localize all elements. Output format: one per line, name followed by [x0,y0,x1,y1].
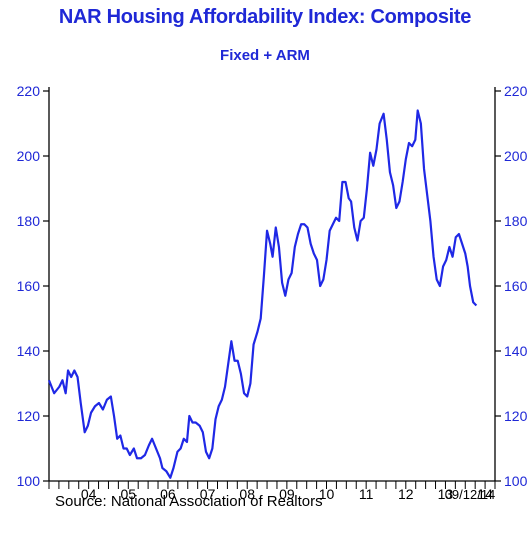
y-tick-label-left: 160 [17,278,41,294]
x-tick-label: 06 [160,486,176,502]
x-tick-label: 12 [398,486,414,502]
y-tick-label-right: 160 [504,278,528,294]
y-tick-label-left: 100 [17,473,41,489]
chart-subtitle: Fixed + ARM [220,47,310,64]
x-tick-label: 09 [279,486,295,502]
y-tick-label-left: 200 [17,148,41,164]
chart-footer: Source: National Association of Realtors… [55,487,495,510]
y-tick-label-left: 180 [17,213,41,229]
chart-axes: 100 100 120 120 140 140 160 160 180 180 200 200 220 2… [17,83,528,502]
y-tick-label-right: 200 [504,148,528,164]
plot-lines [47,109,478,479]
x-tick-label: 13 [438,486,454,502]
x-tick-label: 05 [120,486,136,502]
y-tick-label-left: 120 [17,408,41,424]
y-tick-label-right: 180 [504,213,528,229]
x-tick-label: 14 [477,486,493,502]
x-tick-label: 10 [319,486,335,502]
y-tick-label-left: 220 [17,83,41,99]
y-tick-label-right: 140 [504,343,528,359]
y-tick-label-right: 120 [504,408,528,424]
x-tick-label: 04 [81,486,97,502]
y-tick-label-left: 140 [17,343,41,359]
y-tick-label-right: 100 [504,473,528,489]
chart-title: NAR Housing Affordability Index: Composi… [58,6,472,28]
y-tick-label-right: 220 [504,83,528,99]
x-tick-label: 11 [359,486,374,502]
x-tick-label: 07 [200,486,216,502]
series-line-0 [47,109,478,479]
source-note: Source: National Association of Realtors [55,493,323,510]
date-stamp: 09/12/14 [445,487,496,502]
x-tick-label: 08 [239,486,255,502]
